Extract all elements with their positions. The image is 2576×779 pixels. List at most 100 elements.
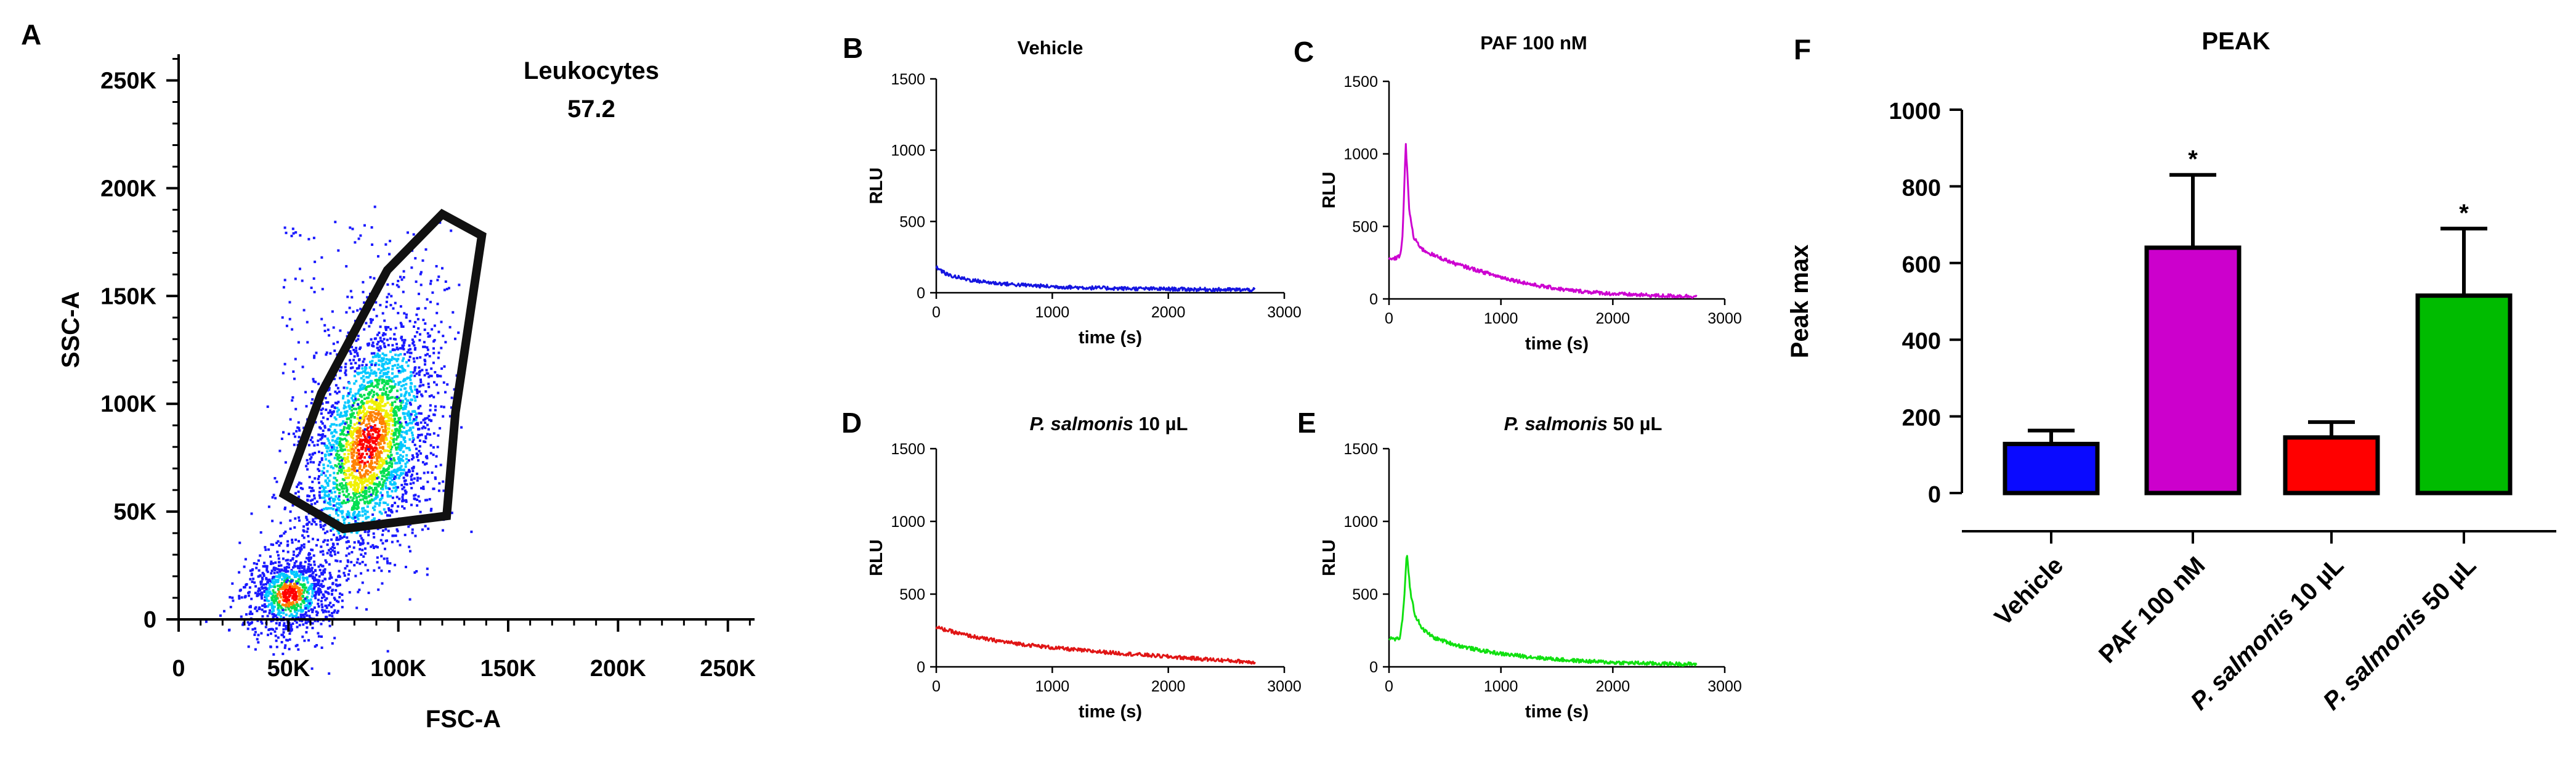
- event-dot: [363, 466, 365, 469]
- event-dot: [429, 409, 432, 412]
- event-dot: [379, 304, 382, 307]
- event-dot: [311, 575, 314, 578]
- event-dot: [289, 519, 292, 522]
- event-dot: [317, 468, 320, 471]
- event-dot: [309, 587, 312, 590]
- event-dot: [386, 414, 389, 417]
- event-dot: [387, 344, 390, 346]
- event-dot: [315, 523, 318, 526]
- event-dot: [407, 470, 410, 473]
- event-dot: [278, 610, 281, 612]
- y-tick-label: 200K: [100, 176, 156, 202]
- event-dot: [301, 619, 304, 622]
- event-dot: [281, 316, 284, 319]
- significance-marker: *: [2459, 200, 2469, 227]
- event-dot: [390, 433, 393, 436]
- event-dot: [305, 621, 308, 624]
- event-dot: [354, 362, 357, 365]
- event-dot: [367, 430, 370, 433]
- event-dot: [422, 345, 425, 348]
- event-dot: [273, 605, 276, 608]
- event-dot: [338, 462, 341, 465]
- event-dot: [375, 493, 378, 496]
- event-dot: [376, 561, 379, 564]
- event-dot: [426, 346, 429, 349]
- event-dot: [373, 403, 376, 406]
- event-dot: [330, 411, 332, 414]
- event-dot: [315, 579, 318, 582]
- event-dot: [299, 603, 302, 606]
- event-dot: [391, 372, 394, 375]
- event-dot: [397, 312, 400, 314]
- event-dot: [373, 456, 375, 459]
- event-dot: [327, 439, 330, 442]
- event-dot: [396, 452, 399, 455]
- event-dot: [446, 383, 449, 386]
- event-dot: [397, 363, 400, 366]
- event-dot: [358, 420, 361, 423]
- event-dot: [397, 457, 400, 460]
- event-dot: [410, 398, 413, 401]
- event-dot: [268, 583, 271, 586]
- event-dot: [205, 620, 208, 623]
- event-dot: [389, 481, 392, 483]
- event-dot: [418, 370, 421, 373]
- event-dot: [426, 417, 429, 420]
- event-dot: [329, 602, 332, 605]
- event-dot: [352, 449, 355, 452]
- event-dot: [389, 476, 392, 479]
- panel-label-b: B: [843, 32, 863, 64]
- event-dot: [360, 537, 363, 540]
- event-dot: [298, 540, 300, 543]
- event-dot: [397, 354, 400, 357]
- event-dot: [316, 443, 319, 446]
- event-dot: [399, 467, 402, 470]
- event-dot: [333, 423, 336, 426]
- event-dot: [358, 463, 360, 466]
- event-dot: [330, 496, 333, 499]
- event-dot: [384, 414, 387, 417]
- event-dot: [285, 613, 288, 616]
- event-dot: [387, 293, 391, 296]
- event-dot: [307, 606, 310, 610]
- event-dot: [336, 502, 339, 505]
- event-dot: [311, 572, 314, 575]
- event-dot: [313, 579, 316, 582]
- event-dot: [319, 438, 322, 441]
- event-dot: [284, 579, 287, 582]
- event-dot: [439, 221, 442, 224]
- event-dot: [405, 566, 407, 568]
- event-dot: [350, 551, 354, 553]
- event-dot: [420, 433, 423, 436]
- event-dot: [321, 606, 324, 609]
- event-dot: [388, 461, 391, 464]
- event-dot: [296, 643, 299, 646]
- event-dot: [373, 569, 376, 572]
- event-dot: [278, 594, 281, 597]
- event-dot: [405, 383, 408, 386]
- event-dot: [334, 418, 338, 421]
- event-dot: [298, 591, 301, 594]
- event-dot: [402, 401, 405, 404]
- event-dot: [286, 577, 289, 579]
- event-dot: [254, 627, 257, 630]
- event-dot: [397, 396, 400, 399]
- event-dot: [292, 601, 295, 604]
- event-dot: [400, 445, 403, 448]
- trace-title-italic-part: P. salmonis: [1030, 413, 1133, 434]
- event-dot: [380, 357, 383, 360]
- event-dot: [392, 414, 395, 417]
- event-dot: [397, 383, 400, 386]
- event-dot: [285, 603, 288, 606]
- event-dot: [355, 407, 357, 410]
- event-dot: [355, 455, 358, 458]
- event-dot: [269, 590, 272, 593]
- event-dot: [403, 312, 406, 315]
- event-dot: [393, 333, 396, 336]
- event-dot: [292, 370, 295, 373]
- event-dot: [333, 430, 336, 433]
- event-dot: [347, 493, 350, 496]
- event-dot: [306, 527, 309, 530]
- event-dot: [364, 547, 367, 550]
- event-dot: [322, 553, 325, 556]
